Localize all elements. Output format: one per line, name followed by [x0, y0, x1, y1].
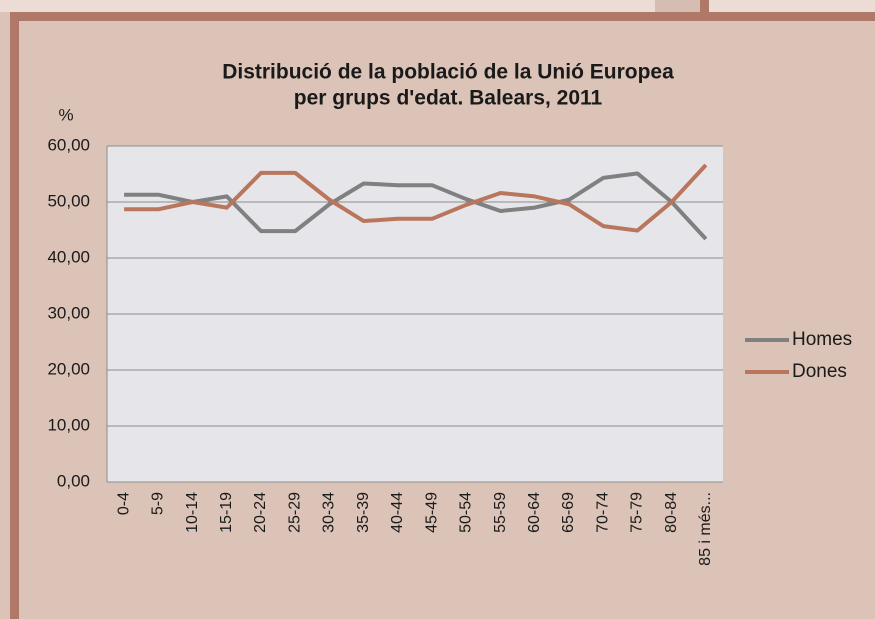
- x-tick-label: 5-9: [150, 492, 167, 515]
- series-line: [124, 171, 708, 241]
- x-tick-label: 40-44: [389, 492, 406, 533]
- y-tick-label: 60,00: [47, 135, 90, 154]
- top-strip: [0, 0, 875, 12]
- top-divider: [700, 0, 709, 14]
- series-line: [124, 163, 708, 233]
- x-tick-label: 50-54: [458, 492, 475, 533]
- y-tick-label: 50,00: [47, 191, 90, 210]
- x-tick-label: 35-39: [355, 492, 372, 533]
- x-tick-label: 20-24: [252, 492, 269, 533]
- chart-title: per grups d'edat. Balears, 2011: [294, 87, 603, 110]
- x-tick-label: 60-64: [526, 492, 543, 533]
- top-tab: [655, 0, 700, 12]
- y-tick-label: 10,00: [47, 415, 90, 434]
- legend-label: Dones: [792, 361, 847, 382]
- frame-left: [10, 12, 19, 619]
- x-tick-label: 25-29: [286, 492, 303, 533]
- x-tick-label: 70-74: [594, 492, 611, 533]
- y-tick-label: 0,00: [57, 471, 90, 490]
- y-axis-label: %: [58, 105, 73, 124]
- x-tick-label: 80-84: [663, 492, 680, 533]
- x-tick-label: 30-34: [321, 492, 338, 533]
- x-tick-label: 85 i més...: [697, 492, 714, 566]
- legend-label: Homes: [792, 329, 852, 350]
- y-tick-label: 30,00: [47, 303, 90, 322]
- x-tick-label: 75-79: [629, 492, 646, 533]
- frame-top: [10, 12, 875, 21]
- chart-title: Distribució de la població de la Unió Eu…: [222, 61, 674, 84]
- y-tick-label: 20,00: [47, 359, 90, 378]
- x-tick-label: 55-59: [492, 492, 509, 533]
- x-tick-label: 65-69: [560, 492, 577, 533]
- x-tick-label: 15-19: [218, 492, 235, 533]
- x-tick-label: 45-49: [423, 492, 440, 533]
- y-tick-label: 40,00: [47, 247, 90, 266]
- x-tick-label: 10-14: [184, 492, 201, 533]
- x-tick-label: 0-4: [115, 492, 132, 515]
